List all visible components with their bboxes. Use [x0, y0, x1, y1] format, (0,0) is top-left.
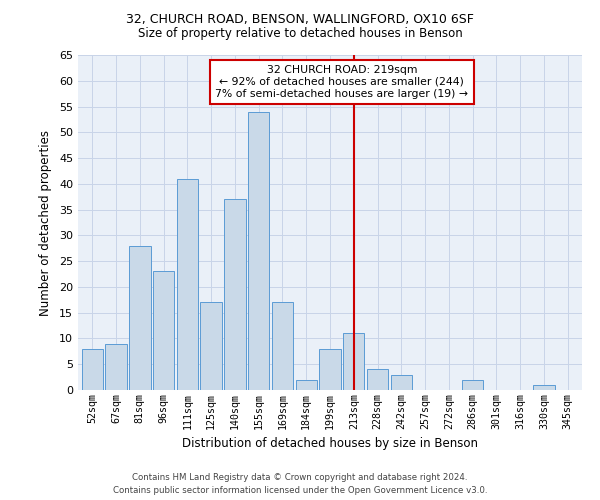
Bar	[224, 200, 245, 390]
Bar	[391, 374, 412, 390]
Bar	[106, 344, 127, 390]
Bar	[153, 272, 174, 390]
Bar	[272, 302, 293, 390]
Text: Contains HM Land Registry data © Crown copyright and database right 2024.
Contai: Contains HM Land Registry data © Crown c…	[113, 474, 487, 495]
Bar	[129, 246, 151, 390]
Bar	[248, 112, 269, 390]
Bar	[533, 385, 554, 390]
Text: Size of property relative to detached houses in Benson: Size of property relative to detached ho…	[137, 28, 463, 40]
Bar	[367, 370, 388, 390]
Bar	[343, 334, 364, 390]
Bar	[319, 349, 341, 390]
Bar	[200, 302, 222, 390]
Text: 32 CHURCH ROAD: 219sqm
← 92% of detached houses are smaller (244)
7% of semi-det: 32 CHURCH ROAD: 219sqm ← 92% of detached…	[215, 66, 469, 98]
Bar	[462, 380, 484, 390]
Text: 32, CHURCH ROAD, BENSON, WALLINGFORD, OX10 6SF: 32, CHURCH ROAD, BENSON, WALLINGFORD, OX…	[126, 12, 474, 26]
Y-axis label: Number of detached properties: Number of detached properties	[39, 130, 52, 316]
Bar	[82, 349, 103, 390]
Bar	[296, 380, 317, 390]
Bar	[176, 178, 198, 390]
X-axis label: Distribution of detached houses by size in Benson: Distribution of detached houses by size …	[182, 437, 478, 450]
